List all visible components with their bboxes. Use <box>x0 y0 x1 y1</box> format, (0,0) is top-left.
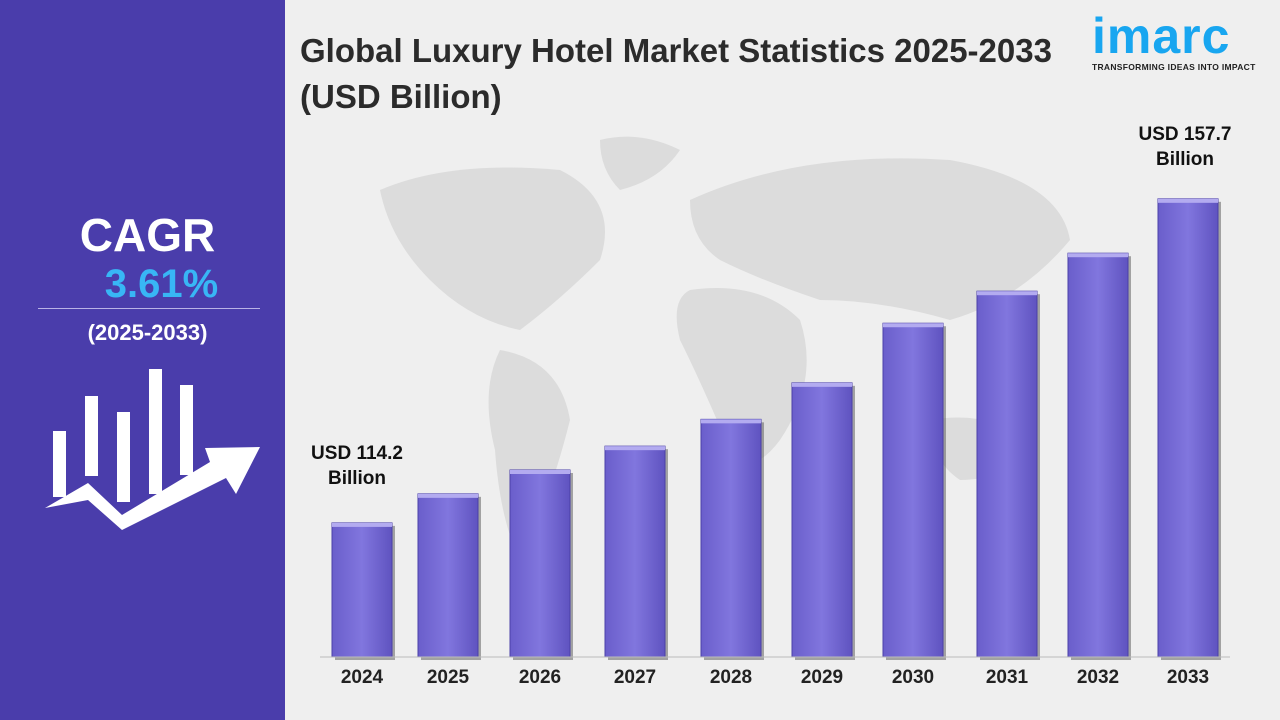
divider <box>38 308 260 309</box>
bar-2029 <box>791 382 853 658</box>
bar-top-highlight <box>510 470 570 475</box>
data-label: Billion <box>328 468 386 489</box>
world-map-background <box>380 136 1070 560</box>
bar-2028 <box>700 418 762 658</box>
bar-2030 <box>882 322 944 658</box>
data-label: USD 157.7 <box>1139 124 1232 145</box>
bar-top-highlight <box>1158 198 1218 203</box>
cagr-label: CAGR <box>79 209 216 261</box>
bar-top-highlight <box>883 323 943 328</box>
x-tick-label: 2032 <box>1077 667 1119 688</box>
x-tick-label: 2031 <box>986 667 1029 688</box>
bar-2031 <box>976 290 1038 658</box>
bar-2027 <box>604 445 666 658</box>
growth-chart-arrow-icon <box>45 369 260 530</box>
bar-2025 <box>417 493 479 658</box>
bar-top-highlight <box>701 419 761 424</box>
x-tick-label: 2025 <box>427 667 470 688</box>
bar-top-highlight <box>332 522 392 527</box>
data-label: Billion <box>1156 149 1214 170</box>
bar-top-highlight <box>1068 253 1128 258</box>
data-label: USD 114.2 <box>311 443 403 464</box>
x-tick-label: 2030 <box>892 667 934 688</box>
cagr-value: 3.61% <box>104 262 219 306</box>
bar-2032 <box>1067 252 1129 658</box>
bar-2026 <box>509 469 571 658</box>
bar-top-highlight <box>605 446 665 451</box>
x-tick-label: 2029 <box>801 667 843 688</box>
bar-top-highlight <box>977 291 1037 296</box>
logo-text: imarc <box>1092 8 1231 64</box>
bar-2033 <box>1157 198 1219 658</box>
x-tick-label: 2026 <box>519 667 561 688</box>
bar-top-highlight <box>418 493 478 498</box>
chart-title: Global Luxury Hotel Market Statistics 20… <box>300 32 1052 115</box>
cagr-period: (2025-2033) <box>87 320 208 345</box>
x-tick-label: 2033 <box>1167 667 1209 688</box>
x-tick-label: 2027 <box>614 667 656 688</box>
x-tick-label: 2024 <box>341 667 384 688</box>
bar-2024 <box>331 522 393 658</box>
left-panel <box>0 0 285 720</box>
bar-top-highlight <box>792 382 852 387</box>
x-tick-label: 2028 <box>710 667 752 688</box>
imarc-logo: imarc TRANSFORMING IDEAS INTO IMPACT <box>1092 10 1267 72</box>
logo-tagline: TRANSFORMING IDEAS INTO IMPACT <box>1092 62 1256 72</box>
